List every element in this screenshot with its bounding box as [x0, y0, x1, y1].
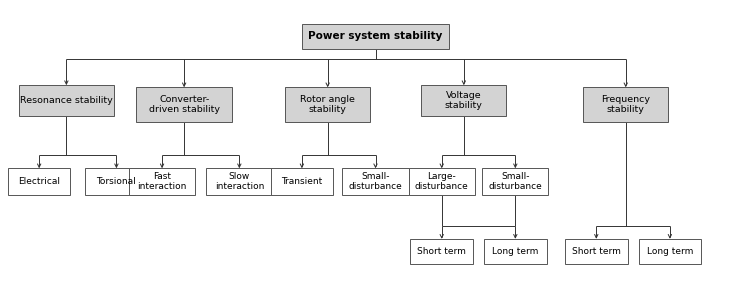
FancyBboxPatch shape [565, 239, 628, 264]
Text: Small-
disturbance: Small- disturbance [488, 172, 542, 191]
Text: Slow
interaction: Slow interaction [215, 172, 264, 191]
Text: Rotor angle
stability: Rotor angle stability [300, 95, 355, 115]
Text: Voltage
stability: Voltage stability [445, 91, 483, 110]
FancyBboxPatch shape [411, 239, 473, 264]
FancyBboxPatch shape [129, 168, 195, 195]
Text: Frequency
stability: Frequency stability [602, 95, 650, 115]
FancyBboxPatch shape [342, 168, 409, 195]
Text: Long term: Long term [492, 247, 538, 256]
Text: Small-
disturbance: Small- disturbance [348, 172, 403, 191]
FancyBboxPatch shape [19, 85, 114, 116]
Text: Transient: Transient [282, 177, 322, 186]
FancyBboxPatch shape [482, 168, 548, 195]
FancyBboxPatch shape [270, 168, 333, 195]
Text: Resonance stability: Resonance stability [20, 96, 113, 105]
FancyBboxPatch shape [285, 87, 370, 122]
FancyBboxPatch shape [137, 87, 232, 122]
Text: Large-
disturbance: Large- disturbance [415, 172, 469, 191]
Text: Converter-
driven stability: Converter- driven stability [149, 95, 219, 115]
Text: Short term: Short term [572, 247, 621, 256]
Text: Torsional: Torsional [97, 177, 137, 186]
FancyBboxPatch shape [207, 168, 273, 195]
Text: Fast
interaction: Fast interaction [137, 172, 187, 191]
FancyBboxPatch shape [409, 168, 475, 195]
FancyBboxPatch shape [638, 239, 701, 264]
FancyBboxPatch shape [85, 168, 148, 195]
FancyBboxPatch shape [484, 239, 547, 264]
Text: Long term: Long term [647, 247, 693, 256]
FancyBboxPatch shape [584, 87, 668, 122]
FancyBboxPatch shape [421, 85, 506, 116]
Text: Short term: Short term [418, 247, 466, 256]
Text: Power system stability: Power system stability [309, 31, 442, 41]
FancyBboxPatch shape [302, 24, 449, 49]
Text: Electrical: Electrical [18, 177, 60, 186]
FancyBboxPatch shape [8, 168, 71, 195]
